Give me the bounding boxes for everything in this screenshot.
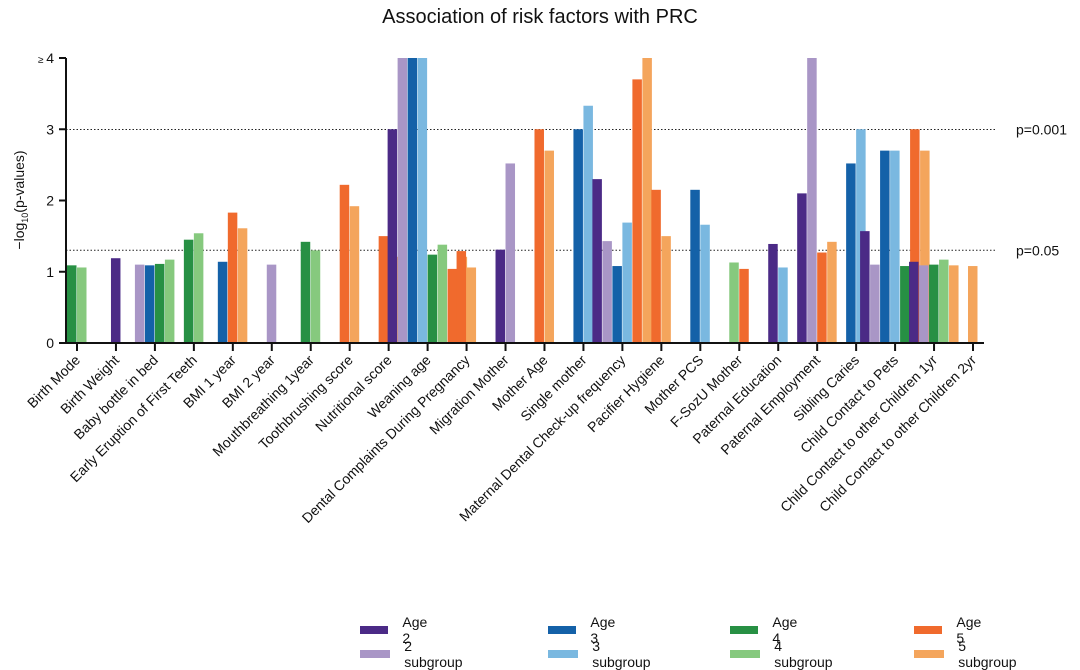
y-tick-label: 1: [46, 264, 54, 280]
reference-line-label: p=0.001: [1016, 122, 1067, 138]
legend-item: 5 subgroup: [914, 638, 1020, 670]
bar: [602, 241, 612, 343]
bar: [860, 231, 870, 343]
bar: [217, 261, 228, 343]
bar: [387, 129, 398, 343]
bar: [612, 266, 622, 343]
legend-swatch: [914, 650, 945, 658]
legend-swatch: [548, 626, 577, 634]
bar: [700, 224, 710, 343]
bar: [466, 267, 477, 343]
bar: [397, 58, 408, 343]
bar: [77, 267, 87, 343]
bar: [427, 254, 438, 343]
legend-item: Age 2: [360, 614, 433, 646]
bar: [739, 268, 749, 343]
bar: [622, 222, 632, 343]
bar: [266, 264, 277, 343]
legend-label: 5 subgroup: [958, 638, 1017, 670]
bar: [134, 264, 145, 343]
bar: [729, 262, 739, 343]
chart-title: Association of risk factors with PRC: [382, 6, 698, 28]
bar: [690, 189, 700, 343]
bar: [154, 263, 165, 343]
reference-line-label: p=0.05: [1016, 242, 1059, 258]
legend-swatch: [548, 650, 579, 658]
bar: [505, 163, 516, 343]
legend-swatch: [730, 626, 759, 634]
bar: [110, 258, 121, 343]
bar: [67, 265, 77, 343]
legend-label: Age 5: [956, 614, 982, 646]
legend-item: Age 5: [914, 614, 987, 646]
bar: [968, 266, 978, 343]
legend-label: 2 subgroup: [404, 638, 463, 670]
bar: [339, 184, 350, 343]
bar: [642, 58, 652, 343]
bar: [807, 58, 817, 343]
bar: [437, 244, 448, 343]
bar: [768, 243, 778, 343]
legend-item: 3 subgroup: [548, 638, 654, 670]
bar: [447, 268, 458, 343]
bar: [846, 163, 856, 343]
bar: [183, 239, 194, 343]
bar: [349, 206, 360, 343]
bar: [227, 212, 238, 343]
legend-item: 4 subgroup: [730, 638, 836, 670]
bar: [310, 250, 321, 343]
legend-label: 4 subgroup: [774, 638, 833, 670]
bar: [583, 105, 593, 343]
bar: [661, 236, 671, 343]
bar: [407, 58, 418, 343]
bar: [890, 150, 900, 343]
y-tick-label: ≥ 4: [38, 50, 54, 66]
legend-item: 2 subgroup: [360, 638, 466, 670]
bar: [544, 150, 554, 343]
bar: [456, 251, 467, 343]
bar: [632, 79, 642, 343]
bar: [164, 259, 175, 343]
legend-item: Age 3: [548, 614, 621, 646]
bar: [778, 267, 788, 343]
legend-swatch: [730, 650, 761, 658]
legend-swatch: [914, 626, 943, 634]
bar: [193, 233, 204, 343]
bar: [870, 264, 880, 343]
y-axis-label: −log10(p-values): [11, 150, 30, 249]
bar: [949, 265, 959, 343]
bar: [880, 150, 890, 343]
bar: [919, 265, 929, 343]
bar: [651, 189, 661, 343]
y-tick-label: 3: [46, 121, 54, 137]
legend-label: 3 subgroup: [592, 638, 651, 670]
legend-label: Age 3: [590, 614, 616, 646]
legend-item: Age 4: [730, 614, 803, 646]
legend-swatch: [360, 650, 391, 658]
bar: [939, 259, 949, 343]
bar: [573, 129, 583, 343]
legend-label: Age 2: [402, 614, 428, 646]
y-tick-label: 0: [46, 335, 54, 351]
bar: [144, 265, 155, 343]
legend-label: Age 4: [772, 614, 798, 646]
bar: [592, 179, 602, 343]
bar: [417, 58, 428, 343]
bar: [534, 129, 544, 343]
bar: [237, 228, 248, 343]
bar: [909, 261, 919, 343]
bar: [920, 150, 930, 343]
bar: [495, 249, 506, 343]
bar: [817, 252, 827, 343]
bar: [827, 241, 837, 343]
bar: [910, 129, 920, 343]
legend-swatch: [360, 626, 389, 634]
bar: [929, 264, 939, 343]
bar: [378, 236, 389, 343]
bar: [797, 193, 807, 343]
bar: [300, 241, 311, 343]
bar: [900, 266, 910, 343]
y-tick-label: 2: [46, 193, 54, 209]
